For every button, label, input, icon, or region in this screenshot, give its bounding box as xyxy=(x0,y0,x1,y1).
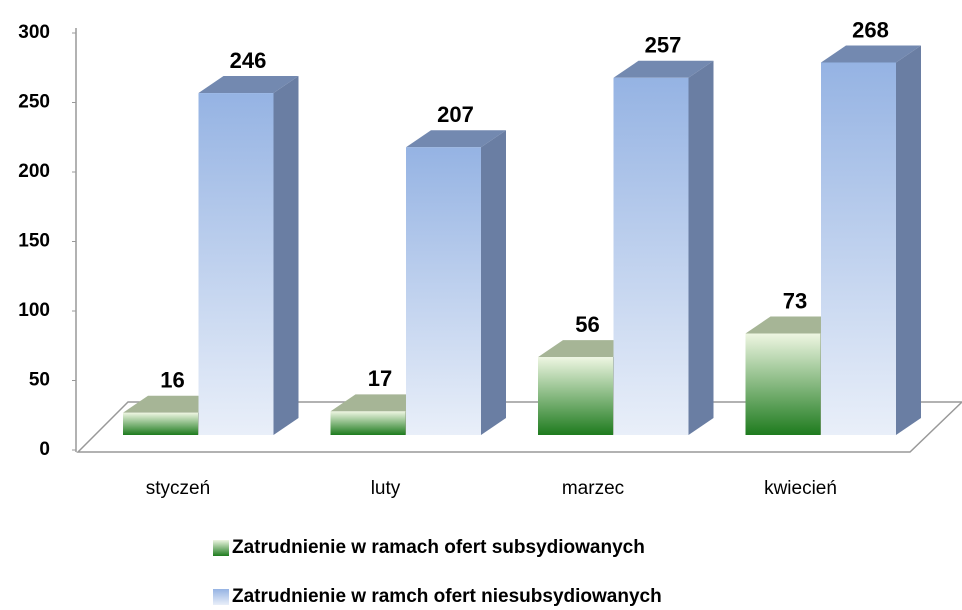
bar-top xyxy=(406,130,506,148)
legend-label: Zatrudnienie w ramach ofert subsydiowany… xyxy=(232,537,645,558)
y-tick-label: 50 xyxy=(29,370,50,391)
legend-swatch xyxy=(213,589,229,605)
value-label: 73 xyxy=(783,288,807,313)
bar xyxy=(821,45,921,435)
bar-front xyxy=(198,93,274,435)
value-label: 246 xyxy=(230,48,267,73)
bar-front xyxy=(745,333,821,435)
bar-front xyxy=(821,62,896,435)
bar xyxy=(613,60,714,436)
legend-swatch xyxy=(213,540,229,556)
bar-side xyxy=(896,45,921,435)
bar-side xyxy=(481,130,506,435)
bar-top xyxy=(745,316,846,334)
y-tick-label: 300 xyxy=(18,22,50,43)
bar-top xyxy=(538,340,638,358)
y-tick-label: 0 xyxy=(39,439,50,460)
bar-top xyxy=(330,394,431,412)
y-tick-label: 100 xyxy=(18,300,50,321)
y-tick-label: 200 xyxy=(18,161,50,182)
value-label: 268 xyxy=(852,17,889,42)
floor xyxy=(76,401,962,453)
value-label: 17 xyxy=(368,366,392,391)
bar-top xyxy=(821,45,921,63)
bar-front xyxy=(330,411,406,435)
bar-front xyxy=(406,147,481,435)
bar-top xyxy=(613,60,714,78)
bar-front xyxy=(123,412,198,435)
x-tick-label: styczeń xyxy=(146,478,210,499)
y-tick-label: 150 xyxy=(18,231,50,252)
value-label: 56 xyxy=(575,312,599,337)
bar xyxy=(406,130,506,435)
bar-front xyxy=(613,77,689,436)
x-tick-label: luty xyxy=(371,478,401,499)
x-tick-label: kwiecień xyxy=(764,478,837,499)
y-tick-label: 250 xyxy=(18,92,50,113)
bar xyxy=(198,76,299,435)
bar-front xyxy=(538,357,613,435)
value-label: 16 xyxy=(160,368,184,393)
bar-top xyxy=(123,395,223,413)
value-label: 207 xyxy=(437,102,474,127)
bar-side xyxy=(273,76,299,435)
bar-top xyxy=(198,76,299,94)
legend-label: Zatrudnienie w ramch ofert niesubsydiowa… xyxy=(232,586,662,607)
x-tick-label: marzec xyxy=(562,478,624,499)
value-label: 257 xyxy=(645,33,682,58)
bar-side xyxy=(688,60,714,436)
